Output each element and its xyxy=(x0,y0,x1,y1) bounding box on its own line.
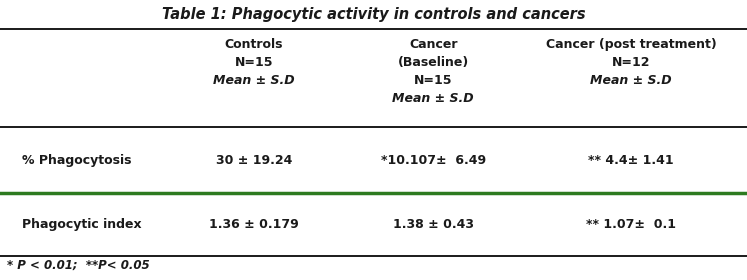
Text: % Phagocytosis: % Phagocytosis xyxy=(22,154,132,167)
Text: 1.36 ± 0.179: 1.36 ± 0.179 xyxy=(209,218,299,231)
Text: *10.107±  6.49: *10.107± 6.49 xyxy=(381,154,486,167)
Text: Mean ± S.D: Mean ± S.D xyxy=(392,92,474,105)
Text: (Baseline): (Baseline) xyxy=(397,56,469,69)
Text: ** 1.07±  0.1: ** 1.07± 0.1 xyxy=(586,218,676,231)
Text: Table 1: Phagocytic activity in controls and cancers: Table 1: Phagocytic activity in controls… xyxy=(161,7,586,22)
Text: N=15: N=15 xyxy=(414,74,453,87)
Text: Mean ± S.D: Mean ± S.D xyxy=(213,74,295,87)
Text: Cancer: Cancer xyxy=(409,38,457,51)
Text: Controls: Controls xyxy=(225,38,283,51)
Text: N=12: N=12 xyxy=(612,56,651,69)
Text: Mean ± S.D: Mean ± S.D xyxy=(590,74,672,87)
Text: N=15: N=15 xyxy=(235,56,273,69)
Text: * P < 0.01;  **P< 0.05: * P < 0.01; **P< 0.05 xyxy=(7,259,150,272)
Text: Phagocytic index: Phagocytic index xyxy=(22,218,142,231)
Text: 1.38 ± 0.43: 1.38 ± 0.43 xyxy=(393,218,474,231)
Text: Cancer (post treatment): Cancer (post treatment) xyxy=(546,38,716,51)
Text: 30 ± 19.24: 30 ± 19.24 xyxy=(216,154,292,167)
Text: ** 4.4± 1.41: ** 4.4± 1.41 xyxy=(589,154,674,167)
